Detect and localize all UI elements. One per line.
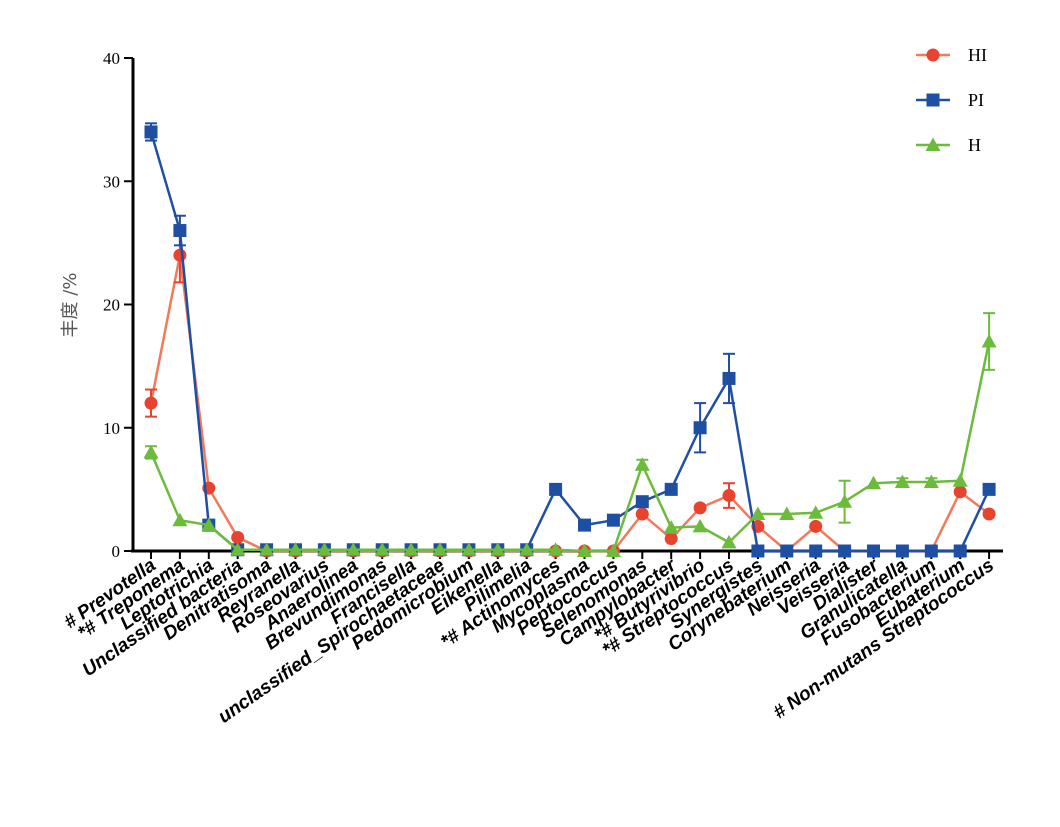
data-point bbox=[172, 512, 188, 527]
data-point bbox=[634, 457, 650, 471]
legend-swatch-marker bbox=[925, 137, 941, 151]
data-point bbox=[982, 507, 996, 521]
data-point bbox=[923, 474, 939, 488]
data-point bbox=[664, 532, 678, 546]
y-tick-label: 0 bbox=[112, 542, 121, 561]
data-point bbox=[461, 542, 477, 556]
data-point bbox=[751, 544, 765, 558]
x-ticks: # Prevotella*# TreponemaLeptotrichiaUncl… bbox=[60, 551, 998, 728]
axes bbox=[131, 58, 1003, 553]
data-point bbox=[981, 333, 997, 348]
data-point bbox=[231, 530, 245, 544]
data-point bbox=[663, 520, 679, 534]
data-point bbox=[809, 544, 823, 558]
data-point bbox=[809, 519, 823, 533]
data-point bbox=[780, 544, 794, 558]
legend-label: H bbox=[968, 135, 981, 155]
data-point bbox=[577, 543, 592, 557]
data-point bbox=[664, 482, 678, 496]
legend-item-h: H bbox=[916, 135, 981, 155]
y-tick-label: 30 bbox=[103, 172, 120, 191]
data-point bbox=[403, 542, 419, 556]
data-point bbox=[693, 421, 707, 435]
legend-label: HI bbox=[968, 45, 987, 65]
series-pi bbox=[144, 122, 996, 558]
data-point bbox=[144, 396, 158, 410]
data-point bbox=[982, 482, 996, 496]
data-point bbox=[721, 534, 737, 549]
data-point bbox=[952, 473, 968, 487]
data-point bbox=[578, 518, 591, 532]
data-point bbox=[519, 542, 535, 556]
data-point bbox=[490, 542, 506, 556]
data-point bbox=[259, 542, 275, 556]
data-point bbox=[953, 485, 967, 499]
legend-item-pi: PI bbox=[916, 90, 984, 110]
data-point bbox=[173, 248, 187, 262]
data-point bbox=[866, 475, 881, 490]
y-tick-label: 10 bbox=[103, 419, 120, 438]
series-line bbox=[149, 131, 991, 553]
legend-swatch-marker bbox=[926, 48, 940, 62]
data-point bbox=[548, 542, 564, 556]
data-point bbox=[894, 474, 910, 488]
data-point bbox=[432, 542, 448, 556]
y-axis-label: 丰度 /% bbox=[60, 273, 81, 338]
data-point bbox=[895, 544, 909, 558]
data-point bbox=[924, 544, 938, 558]
data-point bbox=[606, 513, 620, 527]
series-line bbox=[149, 341, 991, 553]
data-point bbox=[201, 517, 217, 532]
data-point bbox=[867, 544, 880, 558]
legend: HI PI H bbox=[916, 45, 987, 155]
y-tick-label: 40 bbox=[103, 49, 120, 68]
data-point bbox=[345, 542, 361, 556]
data-point bbox=[143, 444, 159, 459]
data-point bbox=[808, 505, 824, 519]
y-ticks: 0 10 20 30 40 bbox=[103, 49, 133, 561]
data-point bbox=[288, 542, 303, 556]
data-point bbox=[838, 544, 852, 558]
data-point bbox=[722, 371, 736, 385]
data-point bbox=[837, 494, 853, 508]
series-h bbox=[143, 312, 997, 557]
legend-swatch-marker bbox=[926, 93, 940, 107]
data-point bbox=[173, 224, 187, 238]
data-point bbox=[779, 506, 795, 521]
y-tick-label: 20 bbox=[103, 296, 120, 315]
series-group bbox=[143, 122, 997, 558]
data-point bbox=[953, 544, 967, 558]
data-point bbox=[144, 125, 158, 139]
data-point bbox=[722, 489, 736, 503]
legend-item-hi: HI bbox=[916, 45, 987, 65]
data-point bbox=[316, 542, 332, 556]
data-point bbox=[693, 501, 707, 515]
data-point bbox=[549, 482, 563, 496]
data-point bbox=[635, 507, 649, 521]
data-point bbox=[750, 506, 766, 521]
data-point bbox=[605, 543, 621, 557]
data-point bbox=[374, 542, 390, 556]
data-point bbox=[692, 518, 708, 533]
data-point bbox=[635, 495, 649, 509]
legend-label: PI bbox=[968, 90, 984, 110]
data-point bbox=[230, 542, 246, 556]
